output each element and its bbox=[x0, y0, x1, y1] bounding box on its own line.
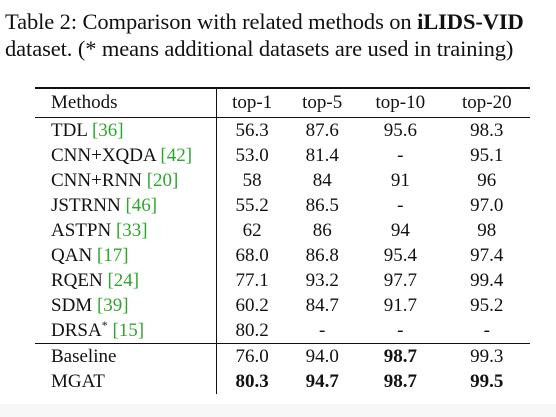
table-row-rqen: RQEN [24] 77.1 93.2 97.7 99.4 bbox=[35, 268, 530, 293]
citation-link: [42] bbox=[160, 145, 193, 166]
method-name: CNN+RNN bbox=[51, 170, 142, 191]
value-top-20: 98.3 bbox=[470, 120, 504, 141]
method-cell: JSTRNN [46] bbox=[35, 193, 217, 218]
value-top-1: 80.2 bbox=[235, 320, 269, 341]
value-top-10: 91.7 bbox=[383, 295, 417, 316]
value-top-5: - bbox=[319, 320, 326, 341]
value-top-10: - bbox=[397, 195, 404, 216]
table-row-cnn-rnn: CNN+RNN [20] 58 84 91 96 bbox=[35, 168, 530, 193]
method-cell: SDM [39] bbox=[35, 293, 217, 318]
bottom-edge bbox=[0, 404, 556, 417]
header-methods: Methods bbox=[35, 88, 217, 118]
method-name: JSTRNN bbox=[51, 195, 121, 216]
method-cell: QAN [17] bbox=[35, 243, 217, 268]
header-top-5: top-5 bbox=[302, 92, 343, 113]
citation-link: [33] bbox=[115, 220, 148, 241]
additional-data-mark: * bbox=[101, 318, 108, 332]
value-top-1: 80.3 bbox=[235, 371, 269, 392]
method-cell: TDL [36] bbox=[35, 117, 217, 143]
value-top-5: 94.0 bbox=[305, 346, 339, 367]
method-cell: DRSA* [15] bbox=[35, 318, 217, 344]
value-top-10: - bbox=[397, 145, 404, 166]
value-top-5: 93.2 bbox=[305, 270, 339, 291]
method-name: DRSA bbox=[51, 320, 102, 341]
method-name: ASTPN bbox=[51, 220, 112, 241]
value-top-5: 84 bbox=[312, 170, 332, 191]
table-row-mgat: MGAT 80.3 94.7 98.7 99.5 bbox=[35, 369, 530, 394]
citation-link: [46] bbox=[125, 195, 158, 216]
method-name: QAN bbox=[51, 245, 93, 266]
method-name: CNN+XQDA bbox=[51, 145, 156, 166]
value-top-5: 81.4 bbox=[305, 145, 339, 166]
value-top-10: - bbox=[397, 320, 404, 341]
table-row-drsa: DRSA* [15] 80.2 - - - bbox=[35, 318, 530, 344]
method-cell: CNN+RNN [20] bbox=[35, 168, 217, 193]
value-top-20: 97.4 bbox=[470, 245, 504, 266]
citation-link: [36] bbox=[91, 120, 124, 141]
value-top-20: 97.0 bbox=[470, 195, 504, 216]
method-cell: RQEN [24] bbox=[35, 268, 217, 293]
method-cell: ASTPN [33] bbox=[35, 218, 217, 243]
value-top-20: 95.1 bbox=[470, 145, 504, 166]
value-top-10: 98.7 bbox=[383, 371, 417, 392]
table-row-qan: QAN [17] 68.0 86.8 95.4 97.4 bbox=[35, 243, 530, 268]
value-top-10: 91 bbox=[390, 170, 410, 191]
value-top-10: 94 bbox=[390, 220, 410, 241]
related-methods-body: TDL [36] 56.3 87.6 95.6 98.3 CNN+XQDA [42] 53.… bbox=[35, 117, 530, 344]
table-row-sdm: SDM [39] 60.2 84.7 91.7 95.2 bbox=[35, 293, 530, 318]
value-top-20: 98 bbox=[477, 220, 497, 241]
value-top-20: 95.2 bbox=[470, 295, 504, 316]
value-top-1: 68.0 bbox=[235, 245, 269, 266]
value-top-5: 84.7 bbox=[305, 295, 339, 316]
citation-link: [24] bbox=[107, 270, 140, 291]
value-top-20: - bbox=[483, 320, 490, 341]
header-top-10: top-10 bbox=[375, 92, 426, 113]
our-methods-body: Baseline 76.0 94.0 98.7 99.3 MGAT 80.3 94.7 98.7… bbox=[35, 343, 530, 394]
header-top-1: top-1 bbox=[232, 92, 273, 113]
value-top-5: 87.6 bbox=[305, 120, 339, 141]
method-name: SDM bbox=[51, 295, 93, 316]
method-name: Baseline bbox=[35, 343, 217, 369]
value-top-20: 96 bbox=[477, 170, 497, 191]
caption-prefix: Table 2: Comparison with related methods… bbox=[5, 9, 418, 34]
caption-line-2: dataset. (* means additional datasets ar… bbox=[5, 36, 514, 61]
value-top-1: 76.0 bbox=[235, 346, 269, 367]
value-top-1: 58 bbox=[242, 170, 262, 191]
value-top-1: 55.2 bbox=[235, 195, 269, 216]
citation-link: [15] bbox=[112, 320, 145, 341]
table-row-cnn-xqda: CNN+XQDA [42] 53.0 81.4 - 95.1 bbox=[35, 143, 530, 168]
value-top-10: 97.7 bbox=[383, 270, 417, 291]
value-top-10: 95.4 bbox=[383, 245, 417, 266]
value-top-1: 56.3 bbox=[235, 120, 269, 141]
value-top-20: 99.3 bbox=[470, 346, 504, 367]
value-top-5: 86.8 bbox=[305, 245, 339, 266]
table-caption: Table 2: Comparison with related methods… bbox=[5, 8, 553, 62]
value-top-20: 99.5 bbox=[470, 371, 504, 392]
citation-link: [39] bbox=[96, 295, 129, 316]
value-top-5: 86 bbox=[312, 220, 332, 241]
value-top-10: 98.7 bbox=[383, 346, 417, 367]
method-name: MGAT bbox=[35, 369, 217, 394]
method-name: RQEN bbox=[51, 270, 103, 291]
value-top-5: 94.7 bbox=[305, 371, 339, 392]
header-row: Methods top-1 top-5 top-10 top-20 bbox=[35, 88, 530, 118]
citation-link: [17] bbox=[96, 245, 129, 266]
method-cell: CNN+XQDA [42] bbox=[35, 143, 217, 168]
value-top-1: 77.1 bbox=[235, 270, 269, 291]
caption-dataset-name: iLIDS-VID bbox=[417, 9, 524, 34]
method-name: TDL bbox=[51, 120, 88, 141]
table-row-astpn: ASTPN [33] 62 86 94 98 bbox=[35, 218, 530, 243]
value-top-20: 99.4 bbox=[470, 270, 504, 291]
value-top-1: 62 bbox=[242, 220, 262, 241]
table-row-jstrnn: JSTRNN [46] 55.2 86.5 - 97.0 bbox=[35, 193, 530, 218]
header-top-20: top-20 bbox=[461, 92, 512, 113]
citation-link: [20] bbox=[146, 170, 179, 191]
value-top-1: 53.0 bbox=[235, 145, 269, 166]
table-row-tdl: TDL [36] 56.3 87.6 95.6 98.3 bbox=[35, 117, 530, 143]
value-top-5: 86.5 bbox=[305, 195, 339, 216]
comparison-table: Methods top-1 top-5 top-10 top-20 TDL [3… bbox=[35, 87, 530, 394]
value-top-1: 60.2 bbox=[235, 295, 269, 316]
value-top-10: 95.6 bbox=[383, 120, 417, 141]
table-row-baseline: Baseline 76.0 94.0 98.7 99.3 bbox=[35, 343, 530, 369]
